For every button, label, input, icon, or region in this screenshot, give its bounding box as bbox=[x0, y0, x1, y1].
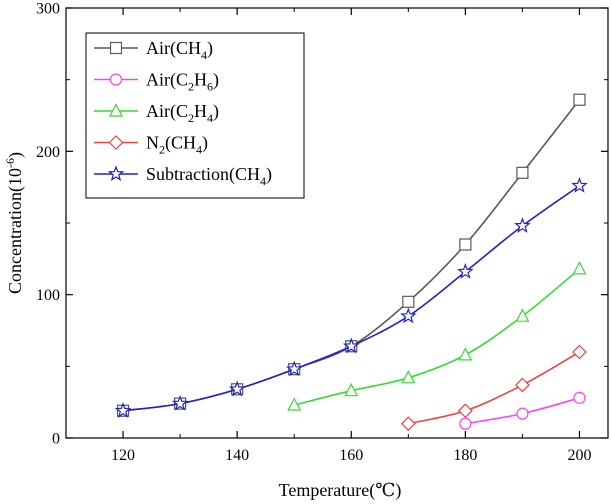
data-point-marker bbox=[515, 308, 530, 322]
series-2 bbox=[287, 261, 587, 411]
legend-entry: Air(C2H4) bbox=[94, 101, 219, 125]
y-tick-label: 300 bbox=[36, 1, 60, 18]
data-point-marker bbox=[516, 407, 529, 420]
x-axis-label: Temperature(℃) bbox=[279, 480, 402, 501]
data-point-marker bbox=[573, 93, 586, 106]
x-tick-label: 120 bbox=[111, 447, 135, 464]
y-axis-label: Concentration(10-6) bbox=[3, 152, 26, 294]
x-tick-label: 200 bbox=[567, 447, 591, 464]
data-point-marker bbox=[287, 397, 302, 411]
data-point-marker bbox=[400, 416, 416, 432]
axes-layer: 120 140 160 180 200 0 100 200 300 bbox=[36, 1, 609, 464]
series-line bbox=[294, 268, 580, 406]
series-4 bbox=[114, 177, 588, 418]
x-tick-label: 160 bbox=[339, 447, 363, 464]
legend-marker bbox=[107, 165, 125, 182]
legend-entry: Air(CH4) bbox=[94, 38, 213, 62]
legend-entry: Air(C2H6) bbox=[94, 70, 219, 94]
series-layer bbox=[114, 93, 588, 432]
legend-marker bbox=[109, 41, 123, 55]
legend-label: Subtraction(CH4) bbox=[146, 164, 272, 188]
data-point-marker bbox=[459, 238, 472, 251]
data-point-marker bbox=[401, 370, 416, 384]
series-line bbox=[122, 185, 580, 412]
y-axis-label-end: ) bbox=[5, 152, 26, 158]
data-point-marker bbox=[516, 166, 529, 179]
data-point-marker bbox=[571, 177, 588, 193]
data-point-marker bbox=[459, 417, 472, 430]
legend-label: Air(C2H6) bbox=[146, 70, 219, 94]
data-point-marker bbox=[457, 263, 474, 279]
series-3 bbox=[400, 344, 587, 432]
y-axis-label-exponent: -6 bbox=[3, 158, 17, 168]
y-tick-label: 100 bbox=[36, 287, 60, 304]
legend: Air(CH4) Air(C2H6) Air(C2H4) N2(CH4) Subtrac… bbox=[85, 32, 305, 199]
data-point-marker bbox=[228, 380, 246, 397]
legend-marker bbox=[108, 135, 124, 150]
data-point-marker bbox=[515, 377, 530, 393]
data-point-marker bbox=[285, 360, 303, 377]
data-point-marker bbox=[572, 261, 587, 275]
legend-label: Air(CH4) bbox=[146, 38, 213, 62]
series-1 bbox=[459, 391, 586, 430]
data-point-marker bbox=[458, 403, 473, 419]
data-point-marker bbox=[402, 295, 415, 308]
data-point-marker bbox=[171, 394, 189, 411]
data-point-marker bbox=[514, 217, 531, 233]
data-point-marker bbox=[342, 337, 360, 354]
y-tick-label: 0 bbox=[52, 431, 60, 448]
data-point-marker bbox=[114, 402, 132, 418]
x-tick-label: 180 bbox=[453, 447, 477, 464]
data-point-marker bbox=[400, 307, 417, 324]
legend-label: N2(CH4) bbox=[146, 133, 208, 157]
x-tick-label: 140 bbox=[225, 447, 249, 464]
legend-entry: N2(CH4) bbox=[94, 133, 208, 157]
legend-marker bbox=[109, 103, 123, 117]
data-point-marker bbox=[344, 382, 359, 397]
data-point-marker bbox=[572, 344, 587, 360]
data-point-marker bbox=[458, 347, 473, 361]
y-axis-label-base: Concentration(10 bbox=[5, 168, 26, 294]
series-line bbox=[408, 351, 580, 425]
y-tick-label: 200 bbox=[36, 144, 60, 161]
legend-entry: Subtraction(CH4) bbox=[94, 164, 272, 188]
data-point-marker bbox=[573, 391, 586, 404]
legend-marker bbox=[109, 73, 123, 86]
legend-label: Air(C2H4) bbox=[146, 101, 219, 125]
